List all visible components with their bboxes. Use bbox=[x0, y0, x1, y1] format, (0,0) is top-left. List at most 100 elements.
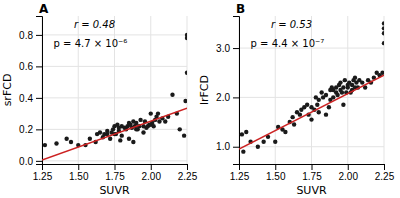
point bbox=[178, 127, 182, 131]
y-axis: 1.02.03.0 bbox=[216, 17, 239, 165]
grid-line bbox=[42, 160, 187, 161]
axis-line bbox=[233, 17, 240, 165]
point bbox=[69, 140, 73, 144]
axis-line bbox=[36, 17, 43, 165]
tick-mark bbox=[384, 164, 385, 170]
point bbox=[298, 112, 302, 116]
point bbox=[317, 110, 321, 114]
point bbox=[292, 122, 296, 126]
point bbox=[120, 133, 124, 137]
tick-mark bbox=[36, 161, 42, 162]
point bbox=[327, 105, 331, 109]
point bbox=[131, 140, 135, 144]
point bbox=[331, 95, 335, 99]
point bbox=[185, 70, 187, 74]
tick-label: 1.25 bbox=[230, 171, 250, 182]
point bbox=[151, 124, 155, 128]
tick-mark bbox=[36, 129, 42, 130]
point bbox=[382, 21, 384, 25]
tick-label: 3.0 bbox=[216, 43, 230, 54]
regression-line bbox=[42, 108, 187, 160]
tick: 1.50 bbox=[69, 164, 89, 182]
point bbox=[54, 141, 58, 145]
tick: 2.0 bbox=[216, 92, 239, 103]
axis-line bbox=[240, 165, 385, 171]
tick-label: 1.50 bbox=[266, 171, 286, 182]
point bbox=[380, 71, 384, 75]
tick-mark bbox=[78, 164, 79, 170]
tick-label: 1.75 bbox=[105, 171, 125, 182]
tick: 3.0 bbox=[216, 43, 239, 54]
point bbox=[338, 80, 342, 84]
tick: 2.25 bbox=[375, 164, 395, 182]
regression-line bbox=[239, 75, 384, 149]
point bbox=[341, 103, 345, 107]
tick-mark bbox=[36, 35, 42, 36]
point bbox=[185, 33, 187, 37]
tick: 2.25 bbox=[178, 164, 198, 182]
tick-mark bbox=[312, 164, 313, 170]
point bbox=[324, 112, 328, 116]
tick-label: 2.25 bbox=[375, 171, 395, 182]
panel-label: B bbox=[236, 2, 245, 16]
point bbox=[346, 85, 350, 89]
tick-mark bbox=[36, 66, 42, 67]
tick-mark bbox=[275, 164, 276, 170]
tick-label: 2.00 bbox=[142, 171, 162, 182]
tick: 1.25 bbox=[230, 164, 250, 182]
point bbox=[163, 119, 167, 123]
panel: 1.251.501.752.002.250.00.20.40.60.8Ar = … bbox=[1, 2, 198, 197]
grid-line bbox=[384, 16, 385, 164]
point bbox=[183, 99, 187, 103]
x-axis: 1.251.501.752.002.25 bbox=[33, 164, 198, 182]
annotation: p = 4.4 × 10⁻⁷ bbox=[251, 38, 325, 49]
grid-line bbox=[239, 146, 384, 147]
tick-label: 0.6 bbox=[19, 61, 33, 72]
tick: 0.4 bbox=[19, 93, 42, 104]
point bbox=[273, 140, 277, 144]
y-axis-title: srFCD bbox=[1, 74, 14, 107]
point bbox=[98, 130, 102, 134]
grid-line bbox=[42, 34, 187, 35]
tick: 0.0 bbox=[19, 156, 42, 167]
grid bbox=[42, 16, 187, 164]
point bbox=[341, 85, 345, 89]
point bbox=[244, 130, 248, 134]
point bbox=[360, 80, 364, 84]
tick-label: 2.25 bbox=[178, 171, 198, 182]
annotation: r = 0.48 bbox=[74, 19, 115, 30]
point bbox=[141, 130, 145, 134]
point bbox=[305, 103, 309, 107]
point bbox=[64, 137, 68, 141]
point bbox=[256, 145, 260, 149]
point bbox=[283, 130, 287, 134]
point bbox=[315, 103, 319, 107]
tick: 1.50 bbox=[266, 164, 286, 182]
tick-mark bbox=[115, 164, 116, 170]
x-axis-title: SUVR bbox=[99, 184, 130, 197]
point bbox=[43, 143, 47, 147]
tick-mark bbox=[233, 97, 239, 98]
point bbox=[88, 137, 92, 141]
axis-line bbox=[43, 165, 188, 171]
tick-label: 0.0 bbox=[19, 156, 33, 167]
tick-mark bbox=[233, 147, 239, 148]
y-axis: 0.00.20.40.60.8 bbox=[19, 17, 42, 167]
tick-label: 0.4 bbox=[19, 93, 33, 104]
tick: 2.00 bbox=[142, 164, 162, 182]
point bbox=[182, 133, 186, 137]
grid-line bbox=[42, 97, 187, 98]
point bbox=[317, 98, 321, 102]
x-axis-title: SUVR bbox=[296, 184, 327, 197]
point bbox=[138, 118, 142, 122]
tick-label: 0.2 bbox=[19, 124, 33, 135]
tick-label: 1.75 bbox=[302, 171, 322, 182]
annotation: p = 4.7 × 10⁻⁶ bbox=[54, 38, 128, 49]
point bbox=[240, 132, 244, 136]
point bbox=[290, 115, 294, 119]
point bbox=[105, 129, 109, 133]
grid-line bbox=[42, 66, 187, 67]
point bbox=[335, 93, 339, 97]
point bbox=[324, 93, 328, 97]
tick: 0.6 bbox=[19, 61, 42, 72]
